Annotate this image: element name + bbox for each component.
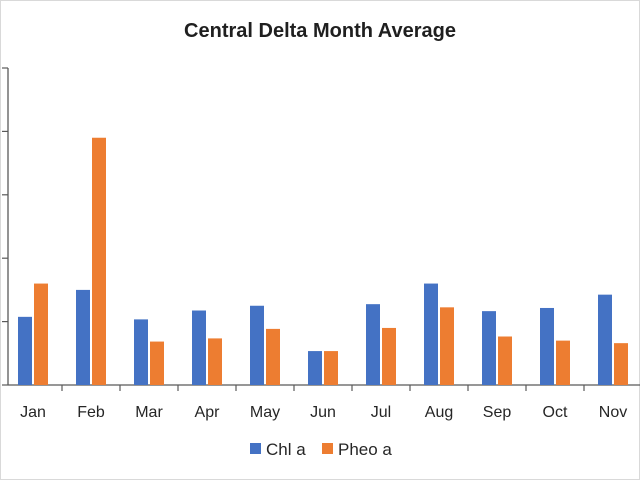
x-tick-label: Mar bbox=[135, 404, 163, 421]
x-tick-label: Jun bbox=[310, 404, 336, 421]
x-tick-label: Apr bbox=[195, 404, 221, 421]
legend-swatch bbox=[322, 443, 333, 454]
bar-chl-a-jul bbox=[366, 304, 380, 385]
bar-pheo-a-sep bbox=[498, 336, 512, 385]
bar-chl-a-mar bbox=[134, 319, 148, 385]
legend-label: Chl a bbox=[266, 440, 306, 459]
bar-pheo-a-mar bbox=[150, 341, 164, 385]
legend-label: Pheo a bbox=[338, 440, 392, 459]
bar-pheo-a-feb bbox=[92, 137, 106, 385]
bar-pheo-a-may bbox=[266, 328, 280, 385]
x-tick-label: May bbox=[250, 404, 280, 421]
x-tick-label: Jan bbox=[20, 404, 46, 421]
bars bbox=[18, 137, 628, 385]
bar-chl-a-jun bbox=[308, 351, 322, 385]
bar-pheo-a-nov bbox=[614, 343, 628, 385]
bar-pheo-a-apr bbox=[208, 338, 222, 385]
legend: Chl a Pheo a bbox=[250, 440, 392, 459]
bar-chl-a-aug bbox=[424, 283, 438, 385]
chart-title: Central Delta Month Average bbox=[184, 20, 456, 42]
bar-chl-a-jan bbox=[18, 316, 32, 385]
bar-chl-a-nov bbox=[598, 294, 612, 385]
legend-swatch bbox=[250, 443, 261, 454]
bar-pheo-a-jun bbox=[324, 351, 338, 385]
bar-chl-a-feb bbox=[76, 289, 90, 385]
x-tick-label: Jul bbox=[371, 404, 391, 421]
x-tick-label: Nov bbox=[599, 404, 627, 421]
bar-chl-a-apr bbox=[192, 310, 206, 385]
x-tick-label: Oct bbox=[543, 404, 568, 421]
bar-pheo-a-jan bbox=[34, 283, 48, 385]
bar-chl-a-may bbox=[250, 305, 264, 385]
bar-chl-a-oct bbox=[540, 307, 554, 385]
bar-pheo-a-aug bbox=[440, 307, 454, 385]
x-tick-label: Feb bbox=[77, 404, 105, 421]
x-tick-label: Sep bbox=[483, 404, 512, 421]
x-tick-labels: Jan Feb Mar Apr May Jun Jul Aug Sep Oct Nov bbox=[20, 404, 627, 421]
bar-chl-a-sep bbox=[482, 311, 496, 385]
bar-pheo-a-oct bbox=[556, 340, 570, 385]
bar-pheo-a-jul bbox=[382, 327, 396, 385]
x-tick-label: Aug bbox=[425, 404, 453, 421]
